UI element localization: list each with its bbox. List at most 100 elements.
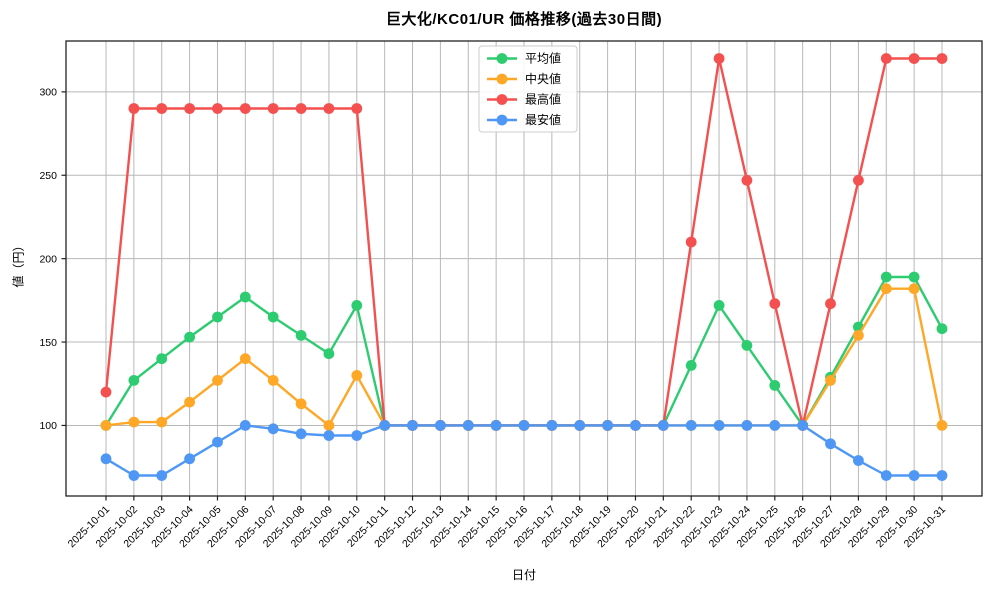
data-point-max: [769, 298, 781, 310]
data-point-max: [936, 53, 948, 64]
data-point-median: [936, 420, 948, 431]
x-axis-label: 日付: [511, 568, 536, 582]
data-point-min: [853, 455, 864, 466]
data-point-min: [100, 453, 112, 465]
data-point-median: [100, 420, 112, 431]
series-min: [100, 420, 948, 481]
legend-label-average: 平均値: [525, 51, 561, 66]
data-point-average: [936, 323, 948, 335]
data-point-min: [657, 420, 669, 431]
data-point-average: [908, 271, 920, 283]
legend-label-max: 最高値: [525, 92, 561, 107]
data-point-median: [184, 396, 196, 408]
data-point-min: [267, 423, 279, 435]
data-point-max: [880, 53, 892, 64]
data-point-max: [741, 174, 753, 186]
data-point-median: [239, 353, 251, 365]
data-point-average: [156, 353, 168, 365]
data-point-average: [323, 348, 335, 360]
data-point-min: [156, 470, 168, 481]
data-point-max: [156, 103, 168, 114]
data-point-min: [630, 420, 641, 431]
data-point-max: [908, 53, 920, 64]
data-point-min: [212, 436, 223, 448]
data-point-max: [267, 103, 279, 114]
data-point-min: [936, 470, 948, 481]
data-point-min: [602, 420, 613, 431]
y-tick-label: 250: [39, 170, 57, 182]
data-point-max: [685, 236, 697, 248]
legend-label-median: 中央値: [525, 71, 561, 86]
data-point-min: [741, 420, 753, 431]
data-point-average: [741, 340, 753, 351]
data-point-median: [853, 330, 864, 341]
data-point-min: [184, 453, 196, 465]
legend-marker-min: [496, 114, 508, 126]
legend-marker-median: [496, 73, 508, 85]
data-point-min: [295, 428, 307, 440]
legend-marker-average: [496, 53, 508, 64]
y-tick-label: 200: [39, 253, 57, 265]
data-point-average: [295, 330, 307, 341]
data-point-median: [295, 398, 307, 410]
data-point-min: [908, 470, 920, 481]
data-point-min: [239, 420, 251, 431]
legend-label-min: 最安値: [525, 112, 561, 127]
legend-box: [478, 45, 578, 133]
data-point-median: [156, 416, 168, 428]
y-tick-label: 100: [39, 420, 57, 432]
data-point-max: [323, 103, 335, 114]
data-point-min: [490, 420, 502, 431]
data-point-min: [407, 420, 418, 431]
data-point-min: [797, 420, 809, 431]
data-point-average: [184, 331, 196, 343]
data-point-min: [128, 470, 140, 481]
data-point-average: [685, 360, 697, 371]
data-point-min: [685, 420, 697, 431]
data-point-median: [212, 375, 223, 386]
data-point-max: [351, 103, 363, 114]
data-point-median: [323, 420, 335, 431]
data-point-max: [825, 298, 836, 310]
data-point-max: [239, 103, 251, 114]
data-point-min: [518, 420, 530, 431]
y-tick-label: 150: [39, 337, 57, 349]
data-point-max: [100, 386, 112, 398]
data-point-average: [351, 300, 363, 311]
legend-marker-max: [496, 94, 508, 105]
data-point-min: [462, 420, 474, 431]
data-point-max: [184, 103, 196, 114]
data-point-min: [713, 420, 725, 431]
data-point-min: [574, 420, 586, 431]
data-point-min: [880, 470, 892, 481]
data-point-min: [825, 438, 836, 450]
data-point-min: [435, 420, 446, 431]
data-point-average: [239, 291, 251, 303]
data-point-min: [379, 420, 391, 431]
data-point-average: [128, 375, 140, 386]
data-point-min: [351, 430, 363, 441]
data-point-median: [351, 370, 363, 381]
data-point-median: [825, 375, 836, 386]
data-point-average: [212, 311, 223, 323]
data-point-min: [323, 430, 335, 441]
data-point-average: [880, 271, 892, 283]
data-point-average: [713, 300, 725, 311]
data-point-max: [128, 103, 140, 114]
data-point-min: [546, 420, 558, 431]
data-point-median: [908, 283, 920, 295]
data-point-max: [295, 103, 307, 114]
data-point-median: [128, 416, 140, 428]
data-point-average: [769, 380, 781, 391]
chart-title: 巨大化/KC01/UR 価格推移(過去30日間): [385, 11, 663, 28]
data-point-median: [267, 375, 279, 386]
data-point-max: [212, 103, 223, 114]
data-point-min: [769, 420, 781, 431]
y-tick-label: 300: [39, 87, 57, 99]
data-point-median: [880, 283, 892, 295]
data-point-max: [713, 53, 725, 64]
data-point-max: [853, 174, 864, 186]
